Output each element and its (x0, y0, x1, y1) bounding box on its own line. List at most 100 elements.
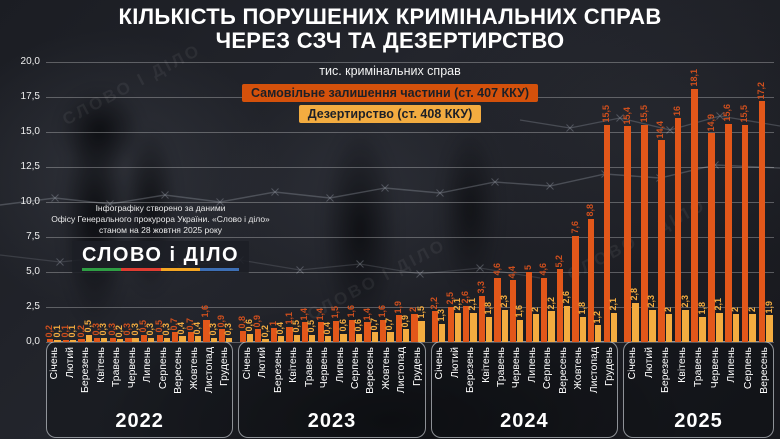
bar-desertion-408 (632, 302, 639, 342)
month-name-cell: Серпень (740, 347, 757, 407)
bar-value-label-408: 0,4 (321, 321, 332, 335)
bar-value-label-408: 2 (746, 306, 757, 312)
month-name-label: Грудень (410, 347, 423, 386)
month-name-label: Липень (725, 347, 738, 383)
month-name-cell: Лютий (62, 347, 77, 407)
month-name-label: Серпень (741, 347, 754, 390)
year-axis-box: Січень Лютий Березень Квітень Травень Червень… (238, 341, 426, 438)
slovoidilo-logo-text: СЛОВО і ДІЛО (81, 244, 240, 266)
bar-value-label-408: 1,6 (514, 305, 525, 318)
month-name-label: Червень (318, 347, 331, 389)
bar-value-label-408: 0,4 (192, 321, 203, 335)
y-axis-tick-label: 2,5 (26, 301, 40, 312)
month-name-cell: Жовтень (378, 347, 393, 407)
month-name-label: Липень (333, 347, 346, 383)
logo-underline-segment (81, 268, 122, 271)
bar-value-label-408: 2,1 (607, 298, 618, 311)
bar-desertion-408 (387, 332, 394, 342)
month-name-cell: Травень (690, 347, 707, 407)
bar-value-label-408: 2,2 (545, 296, 556, 310)
bar-value-label-408: 0,6 (337, 319, 348, 332)
bar-szch-407 (447, 307, 454, 342)
y-axis-tick-label: 0,0 (26, 336, 40, 347)
bar-desertion-408 (85, 335, 92, 342)
bar-desertion-408 (293, 335, 300, 342)
legend-item-408: Дезертирство (ст. 408 ККУ) (298, 105, 482, 123)
bar-desertion-408 (210, 337, 217, 342)
month-name-cell: Лютий (641, 347, 658, 407)
year-axis-box: Січень Лютий Березень Квітень Травень Червень… (46, 341, 234, 438)
bar-desertion-408 (163, 337, 170, 342)
bar-desertion-408 (470, 312, 477, 342)
bar-value-label-408: 2,6 (561, 291, 572, 304)
month-names-row: Січень Лютий Березень Квітень Травень Червень… (47, 347, 232, 407)
bar-szch-407 (109, 337, 116, 342)
bar-value-label-407: 4,6 (538, 263, 549, 276)
month-name-cell: Липень (524, 347, 539, 407)
month-name-cell: Листопад (202, 347, 217, 407)
bar-szch-407 (47, 339, 54, 342)
bar-desertion-408 (517, 319, 524, 342)
bar-value-label-408: 2 (730, 306, 741, 312)
bar-value-label-408: 1,5 (415, 306, 426, 319)
bar-desertion-408 (309, 335, 316, 342)
bar-desertion-408 (564, 305, 571, 342)
month-name-label: Січень (626, 347, 639, 380)
year-axis-box: Січень Лютий Березень Квітень Травень Червень… (623, 341, 774, 438)
month-name-label: Березень (464, 347, 477, 393)
bar-desertion-408 (148, 337, 155, 342)
month-name-cell: Червень (317, 347, 332, 407)
bar-desertion-408 (132, 337, 139, 342)
bar-szch-407 (624, 126, 632, 342)
bar-value-label-408: 2,3 (646, 295, 657, 308)
month-name-label: Листопад (395, 347, 408, 394)
month-name-cell: Липень (723, 347, 740, 407)
bar-value-label-408: 2,1 (713, 298, 724, 311)
legend-item-407: Самовільне залишення частини (ст. 407 КК… (241, 84, 539, 102)
month-name-cell: Березень (463, 347, 478, 407)
year-label: 2023 (307, 410, 357, 432)
month-name-label: Грудень (603, 347, 616, 386)
y-axis-tick-label: 12,5 (20, 161, 40, 172)
month-name-label: Липень (141, 347, 154, 383)
month-name-cell: Лютий (447, 347, 462, 407)
month-name-label: Лютий (448, 347, 461, 379)
bar-szch-407 (239, 330, 246, 342)
bar-desertion-408 (595, 325, 602, 342)
bar-value-label-408: 1,8 (576, 302, 587, 315)
bar-szch-407 (156, 335, 163, 342)
month-name-label: Червень (510, 347, 523, 389)
bar-value-label-407: 1,6 (200, 305, 211, 318)
bar-szch-407 (62, 340, 70, 342)
year-label: 2024 (500, 410, 549, 432)
month-name-label: Лютий (256, 347, 269, 379)
bar-desertion-408 (101, 337, 108, 342)
bar-desertion-408 (194, 336, 202, 342)
bar-value-label-408: 2,8 (629, 288, 640, 301)
bar-desertion-408 (532, 314, 540, 342)
bar-desertion-408 (226, 337, 233, 342)
bar-szch-407 (708, 133, 715, 342)
month-name-label: Лютий (642, 347, 655, 379)
month-name-label: Грудень (218, 347, 231, 386)
month-name-label: Квітень (94, 347, 107, 383)
slovoidilo-logo-underline (81, 268, 240, 271)
bar-desertion-408 (324, 336, 332, 342)
logo-underline-segment (199, 268, 240, 271)
bar-value-label-408: 0,7 (368, 317, 379, 331)
bar-value-label-408: 0,9 (400, 314, 410, 328)
logo-underline-segment (160, 268, 200, 271)
bar-desertion-408 (749, 314, 757, 342)
month-name-label: Липень (525, 347, 538, 383)
chart-title: КІЛЬКІСТЬ ПОРУШЕНИХ КРИМІНАЛЬНИХ СПРАВ Ч… (0, 5, 780, 53)
month-name-cell: Грудень (409, 347, 424, 407)
month-name-cell: Червень (124, 347, 139, 407)
bar-value-label-408: 0,2 (259, 324, 270, 338)
month-name-label: Вересень (556, 347, 569, 394)
month-name-cell: Травень (109, 347, 124, 407)
month-name-cell: Квітень (93, 347, 108, 407)
bar-desertion-408 (648, 309, 656, 342)
month-name-label: Червень (125, 347, 138, 389)
year-label: 2025 (674, 410, 723, 432)
month-name-label: Червень (708, 347, 721, 389)
